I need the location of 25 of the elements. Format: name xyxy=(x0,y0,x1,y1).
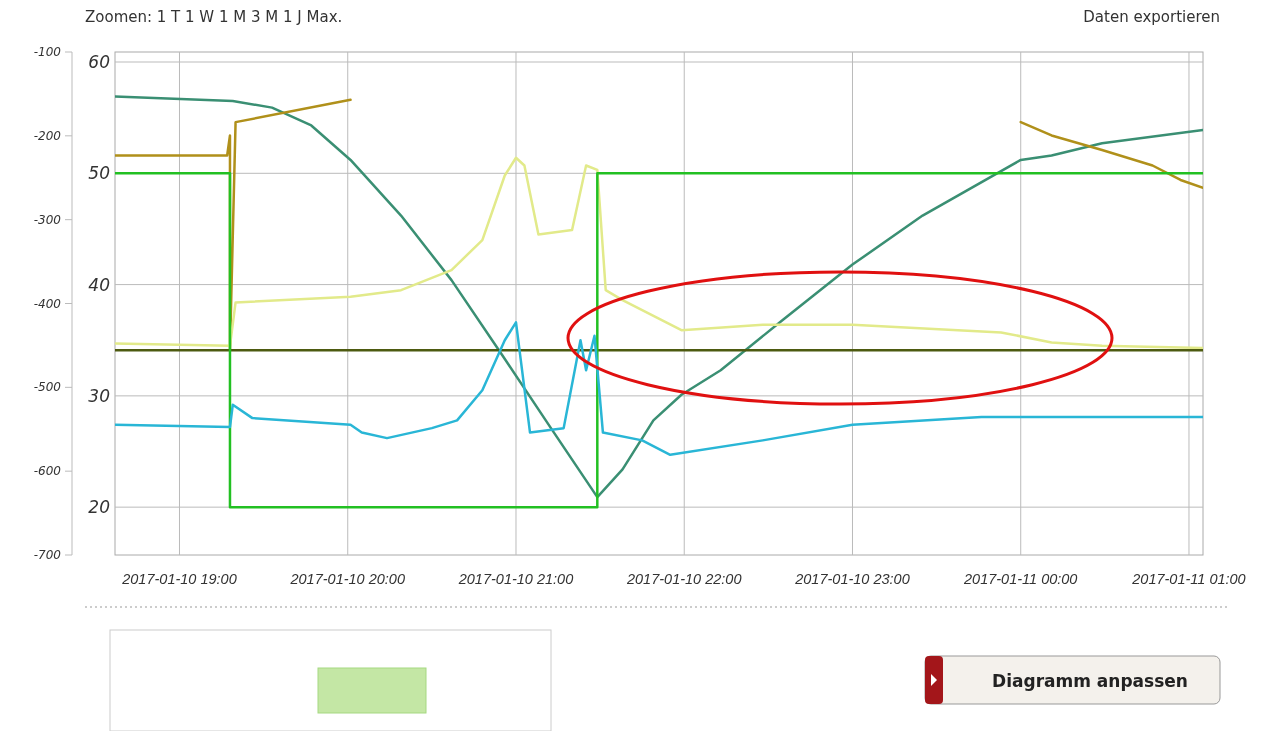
y-tick-label: 40 xyxy=(88,274,110,295)
text: Diagramm anpassen xyxy=(992,671,1188,691)
y2-tick-label: -700 xyxy=(33,548,62,562)
text: Daten exportieren xyxy=(1083,8,1220,26)
y-tick-label: 20 xyxy=(88,497,110,518)
y2-tick-label: -100 xyxy=(33,45,62,59)
x-tick-label: 2017-01-11 01:00 xyxy=(1131,571,1246,587)
line-series xyxy=(115,95,1203,499)
y2-tick-label: -600 xyxy=(33,464,62,479)
x-tick-label: 2017-01-11 00:00 xyxy=(963,571,1078,587)
y2-tick-label: -500 xyxy=(33,380,62,395)
y2-tick-label: -300 xyxy=(33,212,62,227)
x-tick-label: 2017-01-10 19:00 xyxy=(121,571,237,587)
x-tick-label: 2017-01-10 22:00 xyxy=(625,571,742,587)
x-tick-label: 2017-01-10 21:00 xyxy=(457,571,574,587)
y-tick-label: 60 xyxy=(88,52,110,73)
y-tick-label: 30 xyxy=(88,385,110,406)
x-tick-label: 2017-01-10 20:00 xyxy=(289,571,405,587)
y2-tick-label: -400 xyxy=(33,296,62,311)
line-series xyxy=(115,321,1203,457)
y-tick-label: 50 xyxy=(88,163,110,184)
y2-tick-label: -200 xyxy=(33,128,62,143)
x-tick-label: 2017-01-10 23:00 xyxy=(794,571,910,587)
line-series xyxy=(115,156,1203,350)
text: Zoomen: 1 T 1 W 1 M 3 M 1 J Max. xyxy=(85,8,343,26)
